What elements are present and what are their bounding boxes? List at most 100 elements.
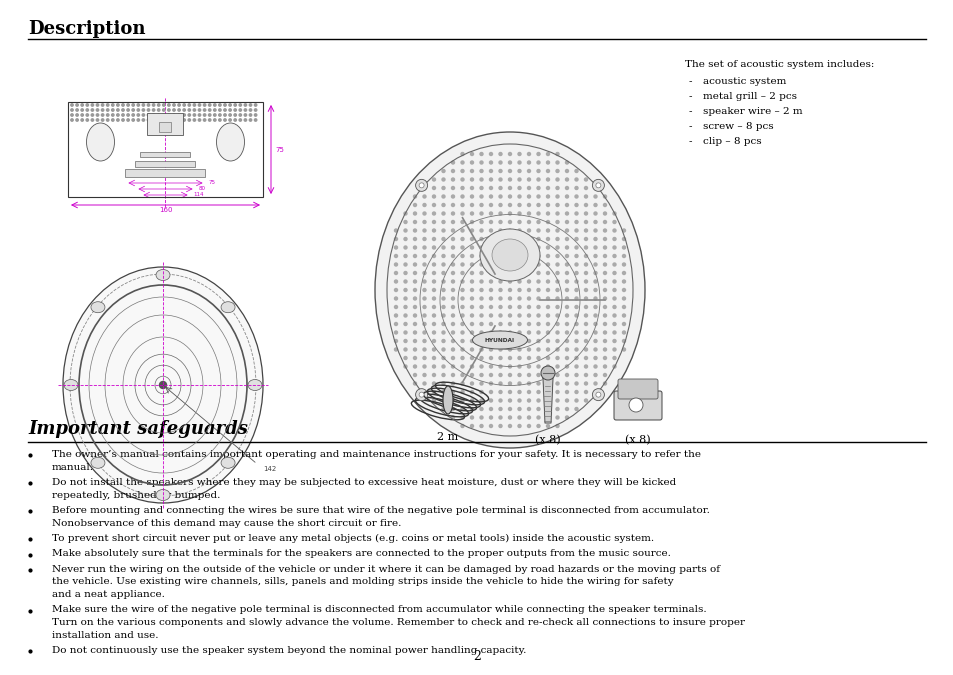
Circle shape xyxy=(101,119,104,122)
Circle shape xyxy=(527,348,530,351)
Circle shape xyxy=(603,331,606,334)
Circle shape xyxy=(584,271,587,275)
Circle shape xyxy=(479,246,482,249)
Circle shape xyxy=(254,104,256,106)
Circle shape xyxy=(537,263,539,266)
Circle shape xyxy=(142,104,145,106)
Circle shape xyxy=(86,119,89,122)
Ellipse shape xyxy=(248,379,262,391)
Circle shape xyxy=(537,246,539,249)
Circle shape xyxy=(575,280,578,283)
Circle shape xyxy=(479,382,482,385)
Circle shape xyxy=(460,340,463,342)
Circle shape xyxy=(188,119,191,122)
Circle shape xyxy=(556,263,558,266)
Circle shape xyxy=(594,382,597,385)
Circle shape xyxy=(537,195,539,198)
Circle shape xyxy=(517,288,520,292)
Text: repeatedly, brushed or bumped.: repeatedly, brushed or bumped. xyxy=(52,491,220,500)
Text: Before mounting and connecting the wires be sure that wire of the negative pole : Before mounting and connecting the wires… xyxy=(52,506,709,515)
Circle shape xyxy=(432,373,435,377)
Circle shape xyxy=(498,153,501,155)
Text: and a neat appliance.: and a neat appliance. xyxy=(52,590,165,599)
Circle shape xyxy=(413,238,416,240)
Circle shape xyxy=(527,212,530,215)
Circle shape xyxy=(422,297,426,300)
Circle shape xyxy=(508,425,511,427)
Circle shape xyxy=(460,323,463,325)
Circle shape xyxy=(413,382,416,385)
Circle shape xyxy=(441,212,444,215)
Circle shape xyxy=(395,238,397,240)
Circle shape xyxy=(517,408,520,410)
Circle shape xyxy=(527,263,530,266)
Circle shape xyxy=(479,161,482,164)
Text: Never run the wiring on the outside of the vehicle or under it where it can be d: Never run the wiring on the outside of t… xyxy=(52,565,720,574)
Circle shape xyxy=(81,109,83,111)
Circle shape xyxy=(451,271,454,275)
Circle shape xyxy=(603,297,606,300)
Circle shape xyxy=(575,246,578,249)
Circle shape xyxy=(498,271,501,275)
Circle shape xyxy=(594,288,597,292)
Text: 114: 114 xyxy=(193,192,204,196)
Circle shape xyxy=(556,297,558,300)
Circle shape xyxy=(613,331,616,334)
Circle shape xyxy=(508,306,511,308)
Circle shape xyxy=(441,331,444,334)
Circle shape xyxy=(517,399,520,402)
Circle shape xyxy=(622,229,625,232)
Circle shape xyxy=(527,271,530,275)
Circle shape xyxy=(603,382,606,385)
Circle shape xyxy=(451,306,454,308)
Circle shape xyxy=(517,221,520,223)
Circle shape xyxy=(584,306,587,308)
Circle shape xyxy=(470,331,473,334)
Circle shape xyxy=(565,391,568,394)
Circle shape xyxy=(584,246,587,249)
Circle shape xyxy=(517,425,520,427)
Circle shape xyxy=(209,109,211,111)
Circle shape xyxy=(441,280,444,283)
Circle shape xyxy=(546,340,549,342)
Text: speaker wire – 2 m: speaker wire – 2 m xyxy=(702,107,801,116)
Circle shape xyxy=(479,365,482,368)
Circle shape xyxy=(527,221,530,223)
Circle shape xyxy=(498,391,501,394)
Circle shape xyxy=(565,263,568,266)
Circle shape xyxy=(584,263,587,266)
Circle shape xyxy=(537,297,539,300)
Circle shape xyxy=(565,297,568,300)
Circle shape xyxy=(239,104,241,106)
Circle shape xyxy=(537,399,539,402)
Circle shape xyxy=(565,280,568,283)
Circle shape xyxy=(254,119,256,122)
Circle shape xyxy=(584,178,587,181)
Text: The owner’s manual contains important operating and maintenance instructions for: The owner’s manual contains important op… xyxy=(52,450,700,459)
Circle shape xyxy=(76,109,78,111)
Circle shape xyxy=(470,288,473,292)
Circle shape xyxy=(127,119,130,122)
Circle shape xyxy=(584,323,587,325)
Circle shape xyxy=(508,314,511,317)
Circle shape xyxy=(413,356,416,360)
Circle shape xyxy=(498,195,501,198)
Circle shape xyxy=(575,314,578,317)
Circle shape xyxy=(575,323,578,325)
Circle shape xyxy=(209,119,211,122)
Circle shape xyxy=(508,212,511,215)
Circle shape xyxy=(107,104,109,106)
Circle shape xyxy=(451,246,454,249)
Circle shape xyxy=(460,391,463,394)
Circle shape xyxy=(168,109,170,111)
Circle shape xyxy=(432,271,435,275)
Circle shape xyxy=(441,348,444,351)
Circle shape xyxy=(91,119,93,122)
Circle shape xyxy=(527,203,530,207)
Circle shape xyxy=(613,280,616,283)
Circle shape xyxy=(441,288,444,292)
Circle shape xyxy=(479,340,482,342)
Circle shape xyxy=(395,306,397,308)
Circle shape xyxy=(613,297,616,300)
Circle shape xyxy=(116,109,119,111)
